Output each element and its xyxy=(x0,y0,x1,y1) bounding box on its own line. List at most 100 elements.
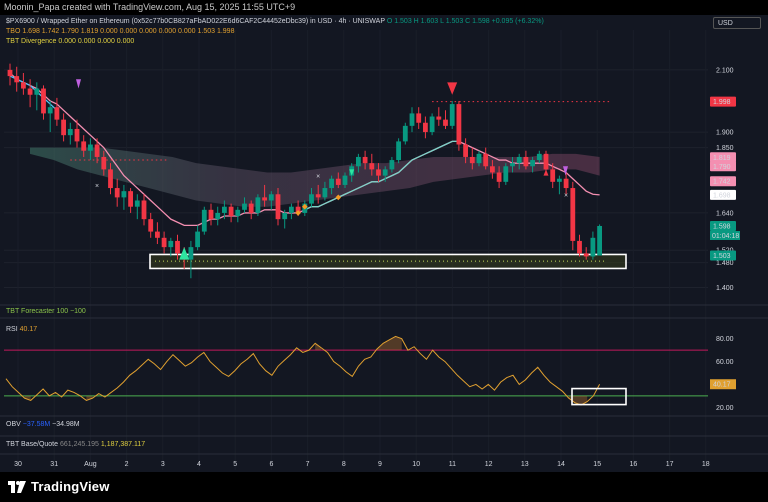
price-tick-label: 1.900 xyxy=(716,130,734,137)
candle-body xyxy=(14,76,20,83)
price-label: 1.598 xyxy=(713,223,731,230)
rsi-label: RSI xyxy=(6,326,18,333)
candle-body xyxy=(436,116,442,120)
small-buy-triangle xyxy=(349,169,355,176)
time-tick-label: 7 xyxy=(306,461,310,468)
candle-body xyxy=(195,231,200,248)
time-tick-label: 2 xyxy=(125,461,129,468)
countdown-label: 01:04:18 xyxy=(712,233,739,240)
tbo-fast-line-bull xyxy=(304,140,459,211)
candle-body xyxy=(356,156,361,167)
basequote-v2: 1,187,387.117 xyxy=(100,441,146,448)
candle-body xyxy=(27,88,33,95)
price-label-bg xyxy=(710,189,736,200)
candle-body xyxy=(463,144,468,157)
candle-body xyxy=(255,197,261,213)
candle-body xyxy=(523,156,529,167)
candle-body xyxy=(61,119,66,136)
sell-signal-triangle xyxy=(447,82,458,95)
time-tick-label: 9 xyxy=(378,461,382,468)
ohlc-text: O 1.503 H 1.603 L 1.503 C 1.598 +0.095 (… xyxy=(386,18,544,25)
time-tick-label: 14 xyxy=(557,461,565,468)
candle-body xyxy=(222,206,227,213)
rsi-zone-fill xyxy=(377,336,402,351)
candle-body xyxy=(563,178,569,189)
candle-body xyxy=(148,219,154,232)
rsi-highlight-box xyxy=(571,387,627,406)
candle-body xyxy=(362,156,368,164)
header-text: Moonin_Papa created with TradingView.com… xyxy=(4,2,296,12)
divergence-triangle xyxy=(563,166,568,176)
candle-body xyxy=(409,113,415,126)
candle-body xyxy=(175,240,180,254)
price-label: 1.742 xyxy=(713,179,731,186)
time-tick-label: 30 xyxy=(14,461,22,468)
divergence-legend[interactable]: TBT Divergence 0.000 0.000 0.000 0.000 xyxy=(6,38,134,45)
small-sell-triangle xyxy=(543,169,549,176)
forecaster-legend[interactable]: TBT Forecaster 100 −100 xyxy=(6,308,86,315)
candle-body xyxy=(121,191,127,198)
candle-body xyxy=(449,104,455,126)
countdown-bg xyxy=(710,230,740,240)
brand-text: TradingView xyxy=(31,479,110,494)
candle-body xyxy=(67,128,73,136)
candle-body xyxy=(530,160,535,167)
price-label-bg xyxy=(710,220,736,231)
candle-body xyxy=(128,191,133,207)
symbol-legend[interactable]: $PX6900 / Wrapped Ether on Ethereum (0x5… xyxy=(6,18,544,25)
candle-body xyxy=(557,178,562,182)
footer-brand[interactable]: TradingView xyxy=(8,479,110,494)
basequote-legend[interactable]: TBT Base/Quote 661,245.195 1,187,387.117 xyxy=(6,441,145,448)
divergence-triangle xyxy=(76,79,81,89)
price-label: 1.998 xyxy=(713,99,731,106)
obv-legend[interactable]: OBV −37.58M −34.98M xyxy=(6,421,80,428)
rsi-line xyxy=(5,335,601,406)
candle-body xyxy=(201,209,207,232)
candle-body xyxy=(369,163,375,170)
diamond-mark xyxy=(301,203,308,210)
candle-body xyxy=(490,166,495,173)
rsi-zone-fill xyxy=(24,395,31,401)
candle-body xyxy=(429,116,435,133)
time-tick-label: 6 xyxy=(269,461,273,468)
candle-body xyxy=(47,107,53,114)
rsi-legend[interactable]: RSI 40.17 xyxy=(6,326,37,333)
candle-body xyxy=(208,209,214,220)
candle-body xyxy=(335,178,341,185)
time-tick-label: 5 xyxy=(233,461,237,468)
candle-body xyxy=(41,88,46,114)
rsi-zone-fill xyxy=(86,395,93,401)
time-axis[interactable]: 30 31 Aug 2 3 4 5 6 7 8 9 10 11 12 13 14 15 16 17 18 xyxy=(14,461,710,468)
price-label-bg xyxy=(710,96,736,107)
candle-body xyxy=(550,169,556,182)
tbo-legend[interactable]: TBO 1.698 1.742 1.790 1.819 0.000 0.000 … xyxy=(6,28,234,35)
diamond-mark xyxy=(335,194,342,201)
candle-body xyxy=(402,125,408,142)
rsi-pane: 80.00 60.00 20.00 40.17 xyxy=(4,335,736,412)
cross-mark: × xyxy=(564,192,568,199)
candle-body xyxy=(114,188,120,198)
buy-signal-triangle xyxy=(179,247,190,260)
candle-body xyxy=(275,194,281,220)
currency-button[interactable]: USD xyxy=(713,17,761,29)
time-tick-label: 12 xyxy=(485,461,493,468)
candle-body xyxy=(74,128,80,142)
price-axis[interactable]: 2.1001.9001.8501.6401.5201.4801.4001.998… xyxy=(710,67,740,292)
price-label: 1.698 xyxy=(713,192,731,199)
candle-body xyxy=(188,247,194,260)
candle-body xyxy=(577,240,582,254)
candle-body xyxy=(134,200,140,207)
chart-canvas[interactable]: ××× 2.1001.9001.8501.6401.5201.4801.4001… xyxy=(0,15,768,472)
candle-body xyxy=(309,194,314,204)
candle-body xyxy=(469,156,475,164)
candle-body xyxy=(503,166,509,182)
candle-body xyxy=(597,225,602,256)
candle-body xyxy=(443,119,448,126)
candles xyxy=(7,63,602,279)
time-tick-label: 13 xyxy=(521,461,529,468)
basequote-label: TBT Base/Quote xyxy=(6,441,59,448)
candle-body xyxy=(235,209,241,217)
candle-body xyxy=(88,144,93,151)
time-tick-label: 17 xyxy=(666,461,674,468)
